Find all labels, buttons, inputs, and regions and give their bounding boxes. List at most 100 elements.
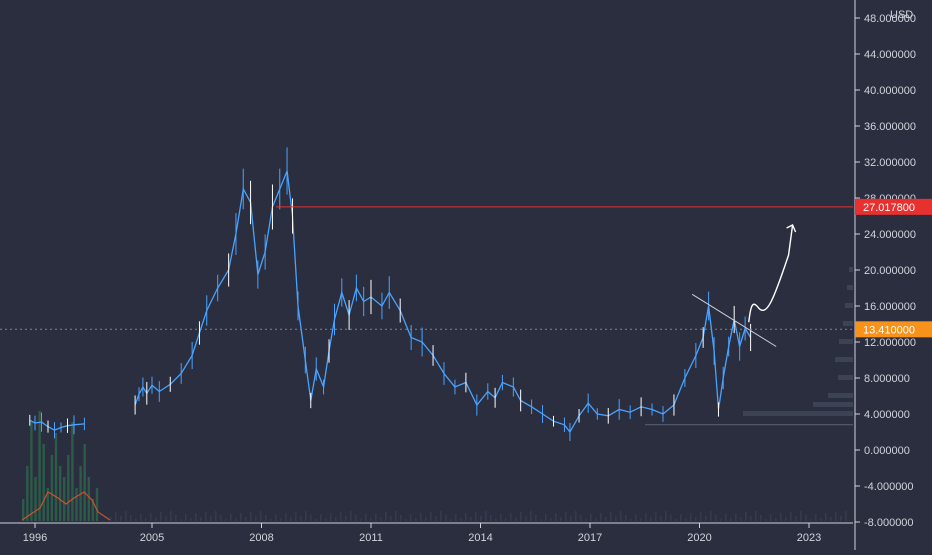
current-price-badge: [855, 321, 932, 338]
volume-bar: [420, 513, 422, 521]
volume-bar: [63, 477, 66, 521]
volume-bar: [465, 513, 467, 521]
volume-bar: [115, 512, 117, 521]
volume-bar: [700, 512, 702, 521]
trendline[interactable]: [691, 293, 777, 347]
projection-arrow[interactable]: [748, 224, 794, 323]
volume-bar: [715, 515, 717, 521]
volume-profile-bar: [849, 267, 853, 272]
volume-bar: [255, 516, 257, 521]
volume-bar: [550, 518, 552, 521]
volume-bar: [50, 455, 54, 521]
volume-bar: [560, 517, 562, 521]
volume-bar: [230, 514, 232, 521]
x-tick-label: 2008: [249, 532, 273, 544]
volume-bar: [200, 517, 202, 521]
volume-bar: [215, 511, 217, 521]
volume-bar: [135, 519, 137, 521]
volume-bar: [150, 513, 152, 521]
volume-bar: [765, 519, 767, 521]
current-price-badge-label: 13.410000: [863, 324, 915, 336]
volume-bar: [435, 516, 437, 521]
volume-bar: [325, 518, 327, 521]
volume-bar: [595, 518, 597, 521]
volume-bar: [440, 511, 442, 521]
x-tick-label: 2023: [797, 532, 821, 544]
volume-bar: [545, 514, 547, 521]
volume-bar: [475, 512, 477, 521]
y-tick-label: 24.000000: [864, 229, 916, 241]
volume-bar: [22, 499, 25, 521]
volume-bar: [565, 512, 567, 521]
volume-bar: [390, 516, 392, 521]
volume-bar: [175, 515, 177, 521]
volume-bar: [54, 433, 58, 521]
x-tick-label: 2005: [140, 532, 164, 544]
volume-bar: [345, 516, 347, 521]
y-axis[interactable]: -8.000000 -4.000000 0.000000 4.000000 8.0000…: [854, 0, 932, 550]
y-tick-label: 44.000000: [864, 49, 916, 61]
volume-bar: [280, 518, 282, 521]
arrow-head-icon: [786, 224, 797, 233]
volume-bar: [515, 517, 517, 521]
volume-bar: [665, 511, 667, 521]
y-tick-label: 16.000000: [864, 301, 916, 313]
volume-bar: [680, 514, 682, 521]
volume-bar: [675, 519, 677, 521]
volume-bar: [250, 512, 252, 521]
volume-bar: [350, 511, 352, 521]
volume-bar: [815, 514, 817, 521]
volume-profile-bar: [843, 321, 853, 326]
volume-profile-bar: [828, 393, 853, 398]
price-series-layer: [29, 147, 752, 441]
volume-bar: [95, 488, 99, 521]
volume-bar: [285, 513, 287, 521]
volume-profile-bar: [835, 357, 853, 362]
volume-bar: [695, 517, 697, 521]
volume-bar: [83, 444, 86, 521]
volume-bar: [530, 511, 532, 521]
volume-bar: [775, 518, 777, 521]
volume-bar: [810, 519, 812, 521]
volume-bar: [625, 515, 627, 521]
volume-bar: [320, 514, 322, 521]
volume-bar: [71, 422, 74, 521]
volume-profile-bar: [847, 285, 853, 290]
volume-bar: [685, 518, 687, 521]
volume-bar: [91, 499, 95, 521]
volume-profile-bar: [813, 402, 853, 407]
volume-bar: [240, 513, 242, 521]
volume-bar: [455, 514, 457, 521]
y-tick-label: 36.000000: [864, 121, 916, 133]
volume-bar: [575, 511, 577, 521]
volume-bar: [825, 513, 827, 521]
volume-bar: [38, 411, 41, 521]
volume-bar: [295, 512, 297, 521]
volume-bar: [510, 513, 512, 521]
volume-bar: [725, 514, 727, 521]
volume-bar: [425, 517, 427, 521]
volume-bar: [190, 518, 192, 521]
volume-bar: [370, 518, 372, 521]
x-axis[interactable]: 1996 2005 2008 2011 2014 2017 2020 2023: [0, 522, 853, 544]
volume-bar: [380, 517, 382, 521]
volume-bar: [235, 518, 237, 521]
volume-bar: [400, 515, 402, 521]
volume-bar: [620, 511, 622, 521]
y-tick-label: 0.000000: [864, 445, 910, 457]
volume-bar: [540, 519, 542, 521]
volume-profile-layer: [645, 267, 853, 426]
volume-bar: [165, 516, 167, 521]
volume-bar: [495, 519, 497, 521]
volume-bar: [145, 518, 147, 521]
y-tick-label: 32.000000: [864, 157, 916, 169]
resistance-price-badge-label: 27.017800: [863, 202, 915, 214]
volume-bar: [655, 512, 657, 521]
volume-bar: [180, 519, 182, 521]
volume-bar: [590, 514, 592, 521]
resistance-price-badge: [855, 198, 932, 215]
y-tick-label: 20.000000: [864, 265, 916, 277]
volume-bar: [720, 519, 722, 521]
volume-bar: [760, 515, 762, 521]
volume-bar: [405, 519, 407, 521]
